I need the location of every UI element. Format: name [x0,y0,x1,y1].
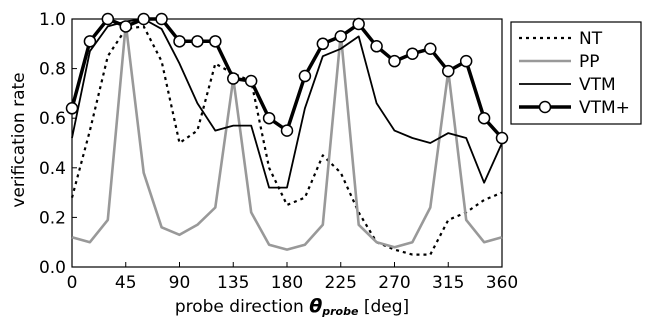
x-tick-label: 360 [486,273,518,293]
y-axis-label: verification rate [9,72,29,207]
data-point [316,37,330,51]
data-point [137,12,150,26]
legend: NT PP VTM VTM+ [510,21,642,125]
x-tick-label: 45 [115,273,137,293]
x-tick-label: 90 [169,273,191,293]
data-point [477,111,491,125]
x-axis-label-theta: θ [309,295,322,317]
y-axis-ticks: 0.0 0.2 0.4 0.6 0.8 1.0 [39,10,77,278]
x-tick-label: 135 [217,273,249,293]
legend-label: PP [579,52,600,72]
data-point [65,102,79,115]
data-point [298,69,312,83]
x-tick-label: 315 [432,273,464,293]
series-layer [65,12,509,256]
x-axis-label-suffix: [deg] [358,297,409,317]
data-point [101,12,115,26]
data-point [352,17,365,31]
y-tick-label: 1.0 [39,10,66,30]
data-point [155,12,168,26]
data-point [244,74,258,88]
data-point [227,72,240,85]
data-point [262,111,276,125]
data-point [173,35,186,48]
data-point [495,131,509,145]
data-point [119,20,132,33]
legend-label: VTM+ [579,98,630,118]
legend-label: NT [579,29,603,49]
data-point [406,47,419,60]
legend-label: VTM [579,75,616,95]
data-point [442,64,455,78]
x-tick-label: 0 [67,273,78,293]
series-pp [71,22,503,251]
x-tick-label: 225 [325,273,357,293]
data-point [459,54,473,68]
y-tick-label: 0.4 [39,159,66,179]
series-line-nt [70,25,503,256]
y-tick-label: 0.2 [39,208,66,228]
series-vtm-plus [65,12,509,145]
x-axis-label-prefix: probe direction [175,297,309,317]
y-tick-label: 0.6 [39,109,66,129]
x-tick-label: 180 [271,273,303,293]
y-tick-label: 0.0 [39,258,66,278]
data-point [334,30,347,43]
x-axis-label: probe direction θprobe [deg] [175,295,409,318]
data-point [424,42,437,56]
x-axis-label-subscript: probe [321,305,359,318]
data-point [191,35,204,48]
x-tick-label: 270 [378,273,410,293]
legend-marker [538,100,552,114]
series-nt [70,25,503,256]
data-point [280,124,294,137]
x-axis-ticks: 0 45 90 135 180 225 270 315 360 [67,262,518,293]
data-point [83,35,97,48]
series-line-pp [71,22,503,251]
data-point [370,40,383,53]
y-tick-label: 0.8 [39,60,66,80]
data-point [209,35,222,48]
data-point [388,54,401,68]
